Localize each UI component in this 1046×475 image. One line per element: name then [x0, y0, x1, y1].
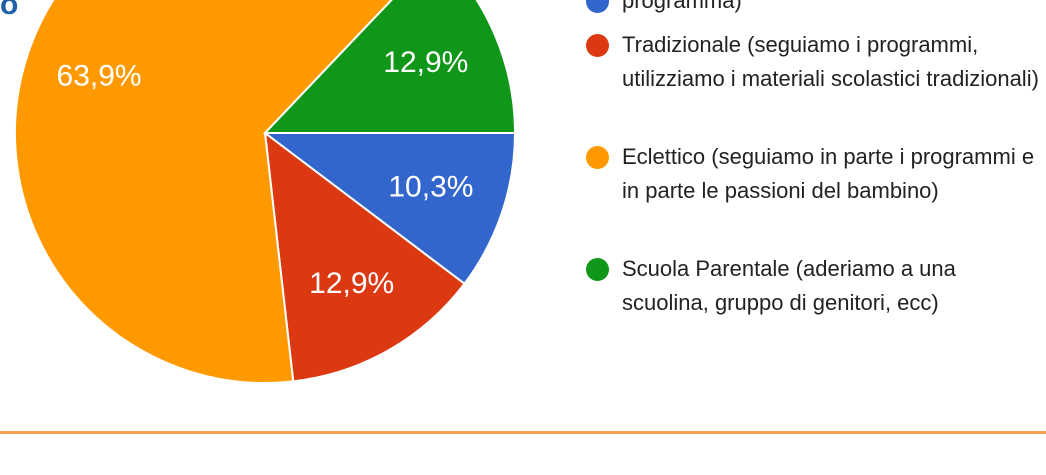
slice-label: 10,3% — [388, 171, 473, 204]
legend-marker — [586, 258, 609, 281]
slice-label: 12,9% — [309, 267, 394, 300]
pie-slice — [262, 132, 517, 286]
pie-slice — [263, 130, 466, 383]
legend-marker — [586, 0, 609, 13]
slice-label: 63,9% — [57, 59, 142, 92]
slice-label: 12,9% — [383, 46, 468, 79]
legend-marker — [586, 146, 609, 169]
legend-label: Tradizionale (seguiamo i programmi, util… — [622, 32, 1039, 91]
legend-label: programma) — [622, 0, 742, 13]
pie-slice — [262, 0, 517, 134]
chart-title: o — [0, 0, 19, 21]
pie-slice — [14, 0, 393, 384]
legend-label: Eclettico (seguiamo in parte i programmi… — [622, 144, 1035, 203]
legend-label: Scuola Parentale (aderiamo a una scuolin… — [622, 256, 956, 315]
divider — [0, 431, 1046, 434]
legend-marker — [586, 34, 609, 57]
